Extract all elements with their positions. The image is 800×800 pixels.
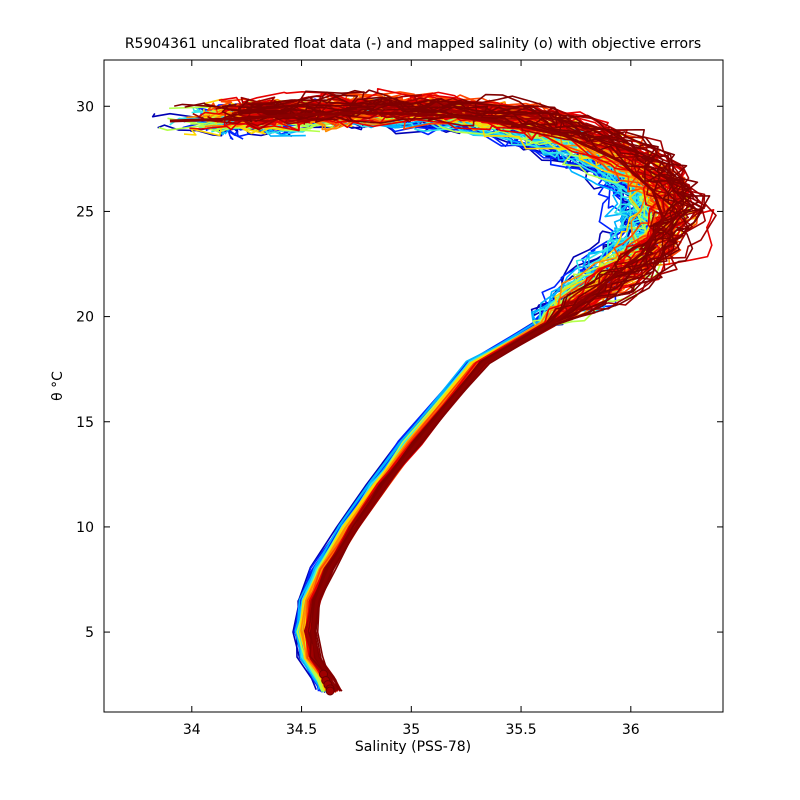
profile-line: [202, 109, 637, 691]
profile-line: [158, 113, 667, 693]
profile-line: [209, 99, 655, 691]
profile-line: [210, 105, 629, 693]
x-axis-ticks: 34 34.5 35 35.5 36: [183, 60, 640, 738]
profile-line: [151, 98, 634, 691]
profile-line: [197, 103, 661, 691]
y-tick-label: 30: [76, 99, 94, 115]
y-axis-label: θ °C: [50, 371, 66, 401]
x-axis-label: Salinity (PSS-78): [355, 739, 471, 755]
profile-line: [211, 111, 641, 691]
profile-line: [190, 107, 652, 692]
profile-line: [222, 107, 703, 691]
profile-line: [167, 103, 665, 691]
series-group: [151, 88, 717, 693]
plot-area: 34 34.5 35 35.5 36 5 10 15 20 25 30: [76, 59, 724, 738]
profile-line: [228, 104, 638, 692]
profile-line: [157, 114, 646, 693]
profile-line: [199, 113, 661, 692]
mean-profile-line: [169, 111, 666, 692]
profile-line: [203, 97, 666, 693]
y-tick-label: 20: [76, 310, 94, 326]
mapped-salinity-point: [325, 686, 335, 696]
x-tick-label: 35: [402, 722, 420, 738]
profile-line: [169, 103, 670, 693]
profile-line: [183, 108, 639, 691]
x-tick-label: 36: [622, 722, 640, 738]
profile-line: [169, 111, 651, 691]
profile-line: [199, 112, 647, 693]
profile-line: [216, 103, 645, 691]
profile-line: [188, 102, 673, 690]
profile-line: [210, 107, 626, 693]
profile-line: [211, 105, 659, 690]
x-tick-label: 34.5: [286, 722, 317, 738]
profile-line: [190, 112, 657, 693]
profile-line: [228, 97, 649, 691]
mapped-points-group: [319, 669, 335, 696]
y-tick-label: 5: [85, 625, 94, 641]
x-tick-label: 34: [183, 722, 201, 738]
profile-line: [192, 106, 647, 692]
y-tick-label: 25: [76, 204, 94, 220]
profile-line: [182, 104, 614, 692]
y-tick-label: 10: [76, 520, 94, 536]
profile-line: [174, 106, 658, 691]
profile-line: [202, 102, 657, 691]
profile-line: [190, 109, 671, 693]
y-axis-ticks: 5 10 15 20 25 30: [76, 99, 723, 641]
y-tick-label: 15: [76, 415, 94, 431]
axes-frame: [103, 59, 724, 713]
profile-line: [208, 103, 649, 691]
profile-line: [183, 113, 643, 692]
profile-line: [204, 106, 664, 691]
profile-line: [191, 99, 651, 693]
profile-line: [203, 107, 659, 692]
profile-line: [216, 109, 648, 690]
x-tick-label: 35.5: [505, 722, 536, 738]
chart-title: R5904361 uncalibrated float data (-) and…: [125, 36, 701, 52]
profile-line: [209, 96, 646, 693]
profile-line: [189, 112, 667, 693]
profile-line: [179, 98, 653, 693]
profile-line: [201, 107, 631, 690]
profile-line: [209, 104, 657, 691]
